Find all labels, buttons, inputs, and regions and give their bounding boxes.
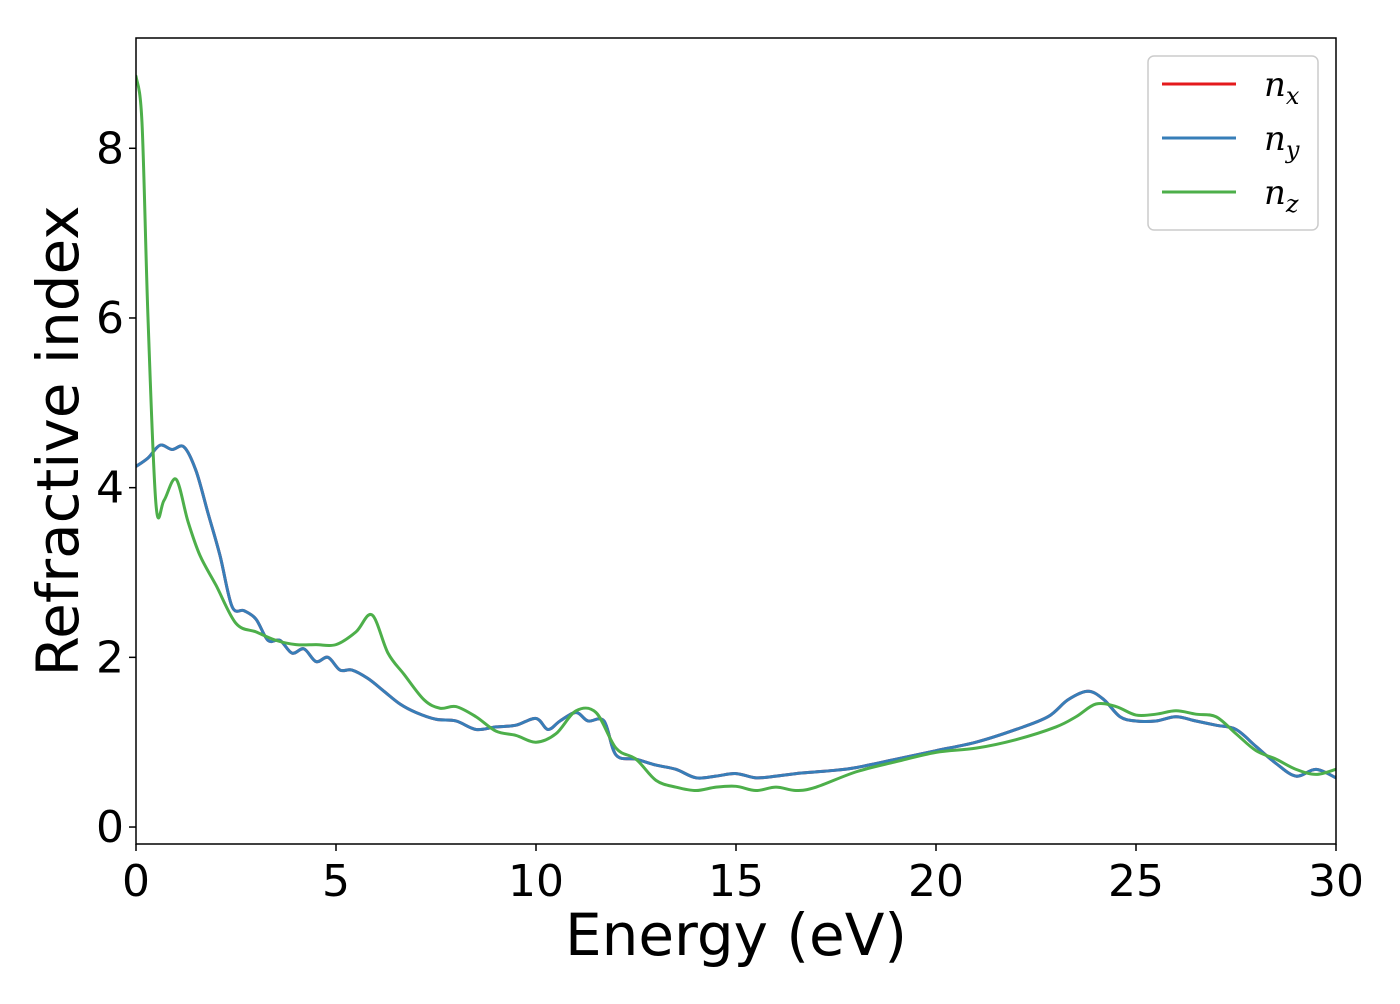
series-line-n-y: [136, 443, 1336, 780]
x-axis-label: Energy (eV): [565, 901, 907, 969]
x-tick-label: 0: [122, 856, 150, 907]
series-layer: [136, 74, 1336, 793]
legend-label: ny: [1264, 119, 1300, 164]
y-axis-label: Refractive index: [24, 205, 92, 676]
x-tick-label: 20: [908, 856, 964, 907]
y-tick-label: 8: [96, 123, 124, 174]
legend-box: [1147, 55, 1319, 231]
legend-entries: nx ny nz: [1162, 65, 1300, 218]
y-tick-label: 2: [96, 632, 124, 683]
series-line-n-x: [136, 443, 1336, 780]
tick-layer: 0 5 10 15 20 25 30 0 2 4 6 8: [96, 123, 1364, 907]
x-tick-label: 10: [508, 856, 564, 907]
y-tick-label: 4: [96, 463, 124, 514]
x-tick-label: 5: [322, 856, 350, 907]
x-tick-label: 15: [708, 856, 764, 907]
legend-label: nx: [1264, 65, 1300, 110]
y-tick-label: 0: [96, 802, 124, 853]
series-line-n-z: [136, 74, 1336, 793]
legend-label: nz: [1264, 173, 1299, 218]
x-tick-label: 30: [1308, 856, 1364, 907]
legend: nx ny nz: [1147, 55, 1319, 231]
y-tick-label: 6: [96, 293, 124, 344]
x-tick-label: 25: [1108, 856, 1164, 907]
